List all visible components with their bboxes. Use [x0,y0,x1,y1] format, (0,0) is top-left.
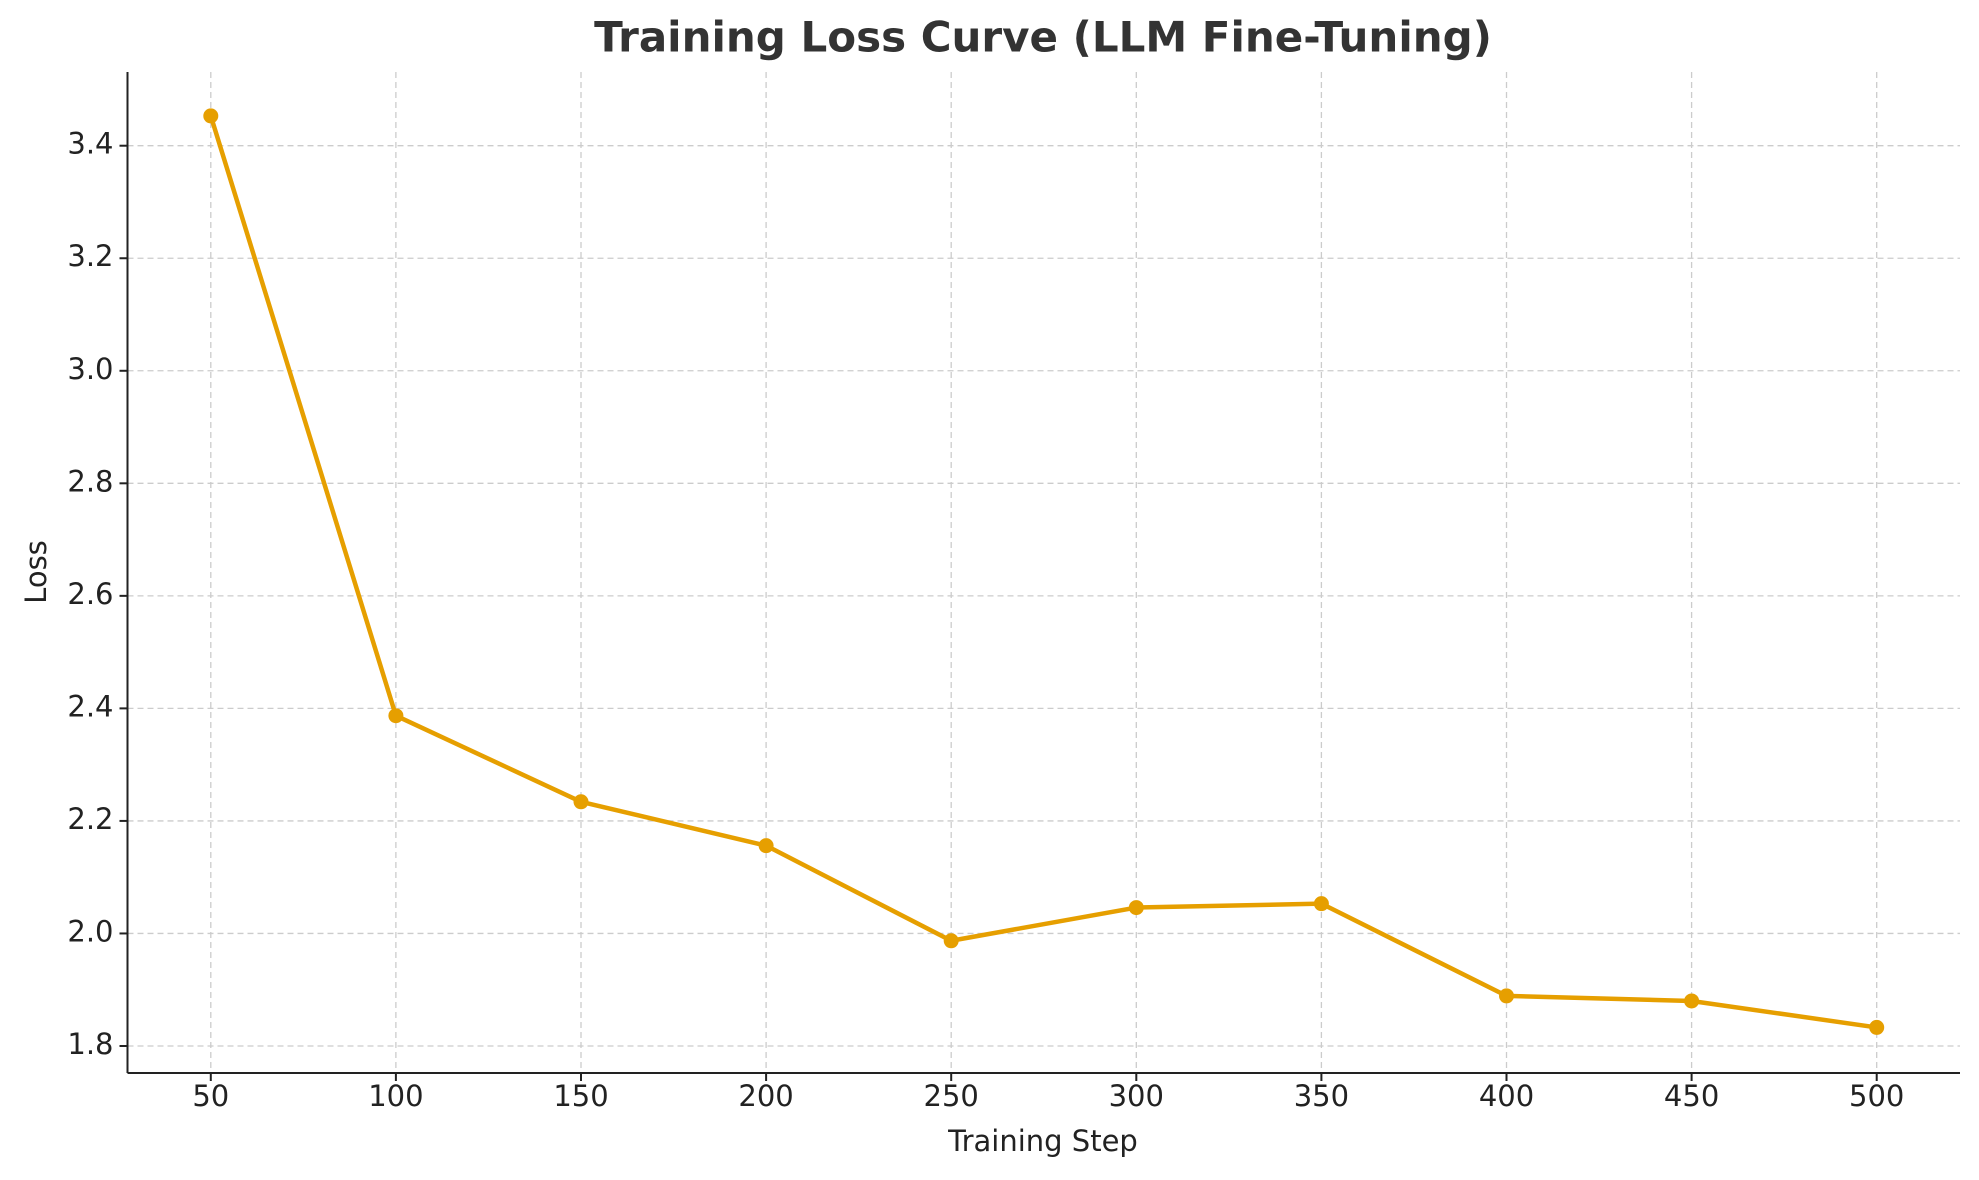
x-tick-label: 100 [368,1079,423,1113]
point [1684,993,1700,1009]
point [1499,988,1515,1004]
y-tick-label: 3.0 [67,352,113,386]
x-tick-label: 50 [192,1079,229,1113]
point [1128,900,1144,916]
x-tick-label: 150 [553,1079,608,1113]
line [208,115,1878,1030]
y-tick-label: 2.6 [67,577,113,611]
y-tick-label: 2.4 [67,689,113,723]
x-tick-label: 200 [738,1079,793,1113]
point [203,108,219,124]
point [573,794,589,810]
x-tick-label: 450 [1664,1079,1719,1113]
chart-title: Training Loss Curve (LLM Fine-Tuning) [594,13,1492,62]
y-tick-label: 3.4 [67,127,113,161]
y-tick-label: 1.8 [67,1027,113,1061]
point [388,708,404,724]
x-tick-label: 350 [1294,1079,1349,1113]
x-tick-label: 300 [1109,1079,1164,1113]
y-tick-label: 2.0 [67,914,113,948]
x-axis-label: Training Step [947,1124,1138,1158]
point [1869,1019,1885,1035]
point [943,933,959,949]
y-tick-label: 3.2 [67,239,113,273]
x-tick-label: 400 [1479,1079,1534,1113]
point [758,838,774,854]
y-tick-label: 2.2 [67,802,113,836]
point [1313,896,1329,912]
x-tick-label: 500 [1849,1079,1904,1113]
x-tick-label: 250 [924,1079,979,1113]
y-tick-label: 2.8 [67,464,113,498]
y-axis-label: Loss [19,540,53,604]
